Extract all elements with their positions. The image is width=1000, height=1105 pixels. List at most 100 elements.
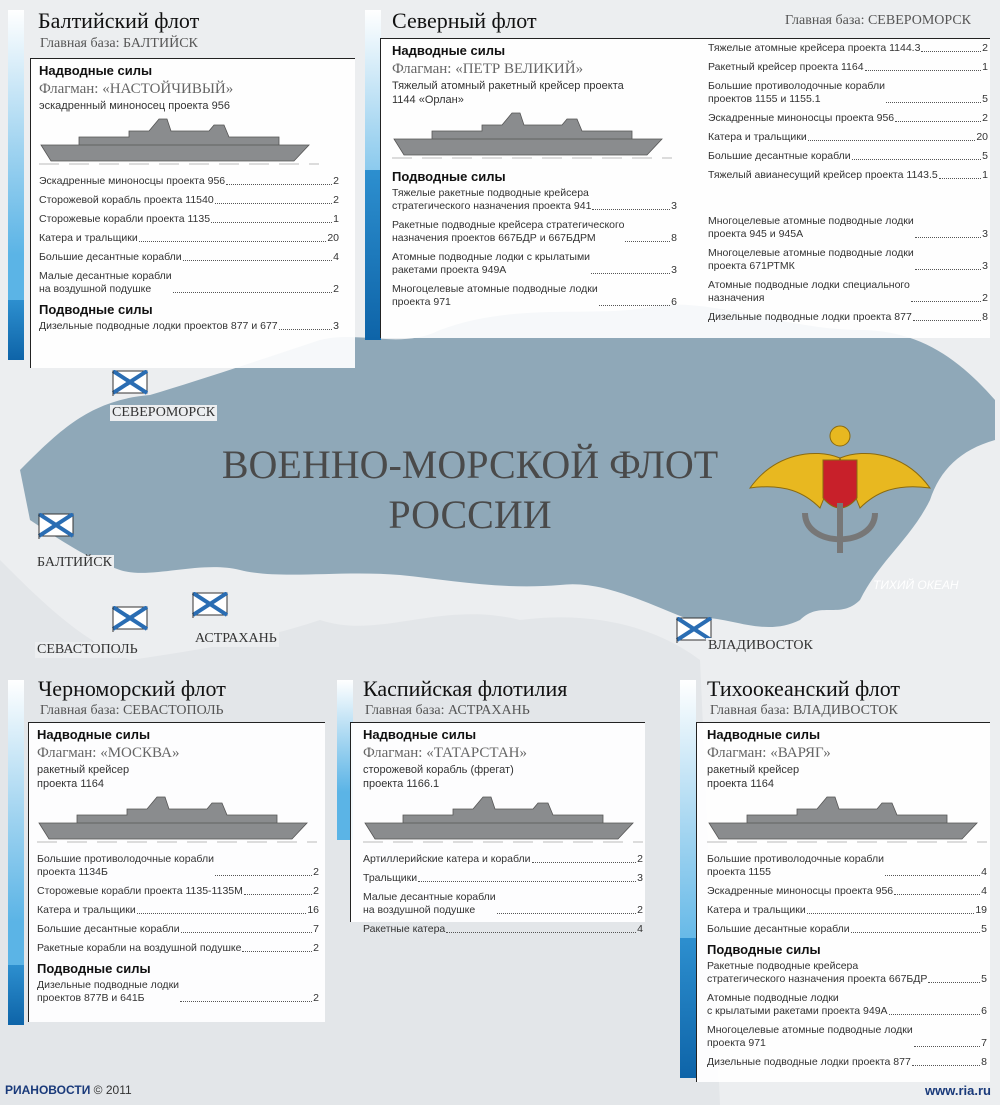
- dot-leader: [625, 241, 671, 242]
- depth-bar-deep: [365, 170, 381, 340]
- fleet-title: Черноморский флот: [38, 676, 226, 701]
- logo-text: РИАНОВОСТИ: [5, 1083, 91, 1097]
- item-count: 4: [981, 866, 987, 878]
- dot-leader: [807, 140, 976, 141]
- base-label[interactable]: СЕВАСТОПОЛЬ: [35, 642, 140, 658]
- list-item: Ракетные подводные крейсера стратегическ…: [707, 960, 987, 986]
- item-label: Дизельные подводные лодки проекта 877: [707, 1056, 911, 1068]
- infographic-title: ВОЕННО-МОРСКОЙ ФЛОТ РОССИИ: [170, 440, 770, 540]
- submarine-forces-heading: Подводные силы: [37, 961, 151, 976]
- list-item: Многоцелевые атомные подводные лодки про…: [392, 283, 677, 309]
- item-label: Дизельные подводные лодки проекта 877: [708, 311, 912, 323]
- item-label: Катера и тральщики: [37, 904, 136, 916]
- dot-leader: [914, 269, 982, 270]
- depth-bar: [680, 680, 696, 1078]
- dot-leader: [911, 1065, 981, 1066]
- dot-leader: [136, 913, 307, 914]
- item-label: Малые десантные корабли на воздушной под…: [39, 270, 172, 295]
- dot-leader: [180, 932, 313, 933]
- list-item: Ракетные подводные крейсера стратегическ…: [392, 219, 677, 245]
- item-count: 3: [671, 264, 677, 276]
- site-link[interactable]: www.ria.ru: [925, 1083, 991, 1098]
- item-count: 5: [981, 923, 987, 935]
- item-count: 3: [333, 320, 339, 332]
- flagship-name: Флагман: «ПЕТР ВЕЛИКИЙ»: [392, 61, 584, 77]
- item-label: Эскадренные миноносцы проекта 956: [708, 112, 895, 124]
- item-label: Большие десантные корабли: [708, 150, 851, 162]
- item-count: 3: [637, 872, 643, 884]
- dot-leader: [138, 241, 327, 242]
- depth-bar: [8, 680, 24, 1025]
- surface-forces-heading: Надводные силы: [392, 43, 506, 58]
- russia-landmass: [20, 304, 995, 628]
- item-label: Ракетный крейсер проекта 1164: [708, 61, 864, 73]
- fleet-column: Надводные силы Флагман: «НАСТОЙЧИВЫЙ» эска…: [39, 59, 339, 339]
- item-count: 8: [982, 311, 988, 323]
- surface-forces-heading: Надводные силы: [37, 727, 151, 742]
- andreevsky-flag-icon[interactable]: [192, 592, 230, 618]
- list-item: Сторожевые корабли проекта 1135 1: [39, 213, 339, 226]
- item-count: 1: [982, 61, 988, 73]
- fleet-panel: Надводные силы Флагман: «МОСКВА» ракетный …: [28, 722, 325, 1022]
- dot-leader: [888, 1014, 981, 1015]
- fleet-panel: Надводные силы Флагман: «ВАРЯГ» ракетный к…: [696, 722, 990, 1082]
- list-item: Катера и тральщики 20: [39, 232, 339, 245]
- dot-leader: [598, 305, 671, 306]
- list-item: Большие противолодочные корабли проекта …: [707, 853, 987, 879]
- dot-leader: [806, 913, 975, 914]
- depth-bar: [8, 10, 24, 360]
- item-label: Атомные подводные лодки с крылатыми раке…: [392, 251, 591, 276]
- item-label: Сторожевые корабли проекта 1135-1135М: [37, 885, 243, 897]
- base-label[interactable]: БАЛТИЙСК: [35, 555, 114, 571]
- base-label[interactable]: СЕВЕРОМОРСК: [110, 405, 218, 421]
- dot-leader: [211, 222, 333, 223]
- item-count: 7: [313, 923, 319, 935]
- item-label: Тяжелый авианесущий крейсер проекта 1143…: [708, 169, 938, 181]
- andreevsky-flag-icon[interactable]: [38, 513, 76, 539]
- fleet-main-base: Главная база: ВЛАДИВОСТОК: [710, 703, 898, 718]
- dot-leader: [242, 951, 313, 952]
- item-label: Малые десантные корабли на воздушной под…: [363, 891, 496, 916]
- list-item: Многоцелевые атомные подводные лодки про…: [708, 215, 988, 241]
- item-count: 2: [637, 904, 643, 916]
- dot-leader: [851, 159, 982, 160]
- base-label[interactable]: АСТРАХАНЬ: [193, 631, 279, 647]
- list-item: Большие десантные корабли 4: [39, 251, 339, 264]
- fleet-column: Надводные силы Флагман: «МОСКВА» ракетный …: [37, 723, 319, 1011]
- item-label: Атомные подводные лодки с крылатыми раке…: [707, 992, 888, 1017]
- surface-forces-heading: Надводные силы: [363, 727, 477, 742]
- fleet-title: Тихоокеанский флот: [707, 676, 901, 701]
- list-item: Большие противолодочные корабли проекта …: [37, 853, 319, 879]
- andreevsky-flag-icon[interactable]: [112, 606, 150, 632]
- item-label: Многоцелевые атомные подводные лодки про…: [392, 283, 598, 308]
- fleet-main-base: Главная база: СЕВАСТОПОЛЬ: [40, 703, 224, 718]
- andreevsky-flag-icon[interactable]: [676, 617, 714, 643]
- dot-leader: [928, 982, 981, 983]
- submarine-forces-heading: Подводные силы: [707, 942, 821, 957]
- fleet-column: Надводные силы Флагман: «ВАРЯГ» ракетный к…: [707, 723, 987, 1075]
- item-count: 5: [982, 93, 988, 105]
- depth-bar-deep: [8, 300, 24, 360]
- item-label: Многоцелевые атомные подводные лодки про…: [707, 1024, 913, 1049]
- dot-leader: [172, 292, 333, 293]
- base-label[interactable]: ВЛАДИВОСТОК: [706, 638, 815, 654]
- item-label: Большие противолодочные корабли проекта …: [707, 853, 884, 878]
- list-item: Атомные подводные лодки специального наз…: [708, 279, 988, 305]
- depth-bar-deep: [680, 938, 696, 1078]
- list-item: Сторожевой корабль проекта 11540 2: [39, 194, 339, 207]
- dot-leader: [864, 70, 982, 71]
- ria-logo: РИАНОВОСТИ © 2011: [5, 1083, 132, 1097]
- item-count: 5: [982, 150, 988, 162]
- andreevsky-flag-icon[interactable]: [112, 370, 150, 396]
- dot-leader: [446, 932, 637, 933]
- list-item: Дизельные подводные лодки проекта 877 8: [708, 311, 988, 324]
- item-label: Тральщики: [363, 872, 418, 884]
- list-item: Большие десантные корабли 7: [37, 923, 319, 936]
- list-item: Артиллерийские катера и корабли 2: [363, 853, 643, 866]
- dot-leader: [531, 862, 637, 863]
- list-item: Катера и тральщики 19: [707, 904, 987, 917]
- item-label: Артиллерийские катера и корабли: [363, 853, 531, 865]
- list-item: Эскадренные миноносцы проекта 956 2: [39, 175, 339, 188]
- item-label: Большие десантные корабли: [707, 923, 850, 935]
- flagship-description: ракетный крейсер проекта 1164: [37, 764, 130, 790]
